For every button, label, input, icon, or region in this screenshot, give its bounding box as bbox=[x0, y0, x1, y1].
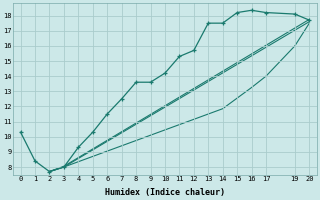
X-axis label: Humidex (Indice chaleur): Humidex (Indice chaleur) bbox=[105, 188, 225, 197]
